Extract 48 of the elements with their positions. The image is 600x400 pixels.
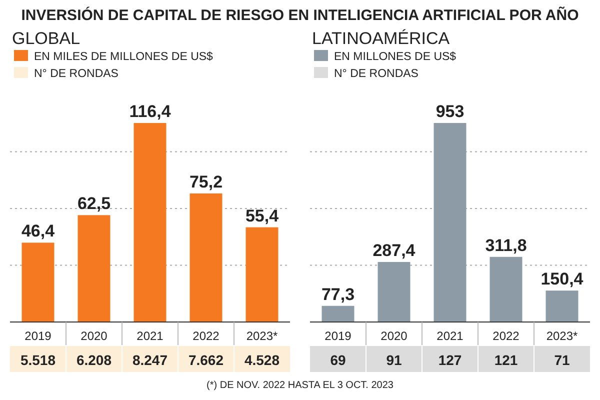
data-label: 46,4 <box>21 222 56 241</box>
x-tick-label: 2019 <box>24 329 52 343</box>
bar <box>78 215 110 322</box>
data-label: 127 <box>438 352 462 368</box>
data-label: 7.662 <box>188 352 224 368</box>
bar <box>490 256 522 322</box>
data-label: 4.528 <box>244 352 280 368</box>
data-label: 311,8 <box>485 236 527 255</box>
x-tick-label: 2022 <box>192 329 220 343</box>
data-label: 55,4 <box>245 206 280 226</box>
data-label: 8.247 <box>132 352 168 368</box>
x-tick-label: 2021 <box>436 329 464 343</box>
chart-title: INVERSIÓN DE CAPITAL DE RIESGO EN INTELIGENCIA ARTIFICIAL POR AÑO <box>21 6 580 24</box>
bar <box>190 193 222 322</box>
x-tick-label: 2023* <box>546 329 578 343</box>
data-label: 287,4 <box>372 240 416 260</box>
data-label: 150,4 <box>540 270 584 289</box>
data-label: 5.518 <box>20 352 56 368</box>
bar <box>246 227 278 322</box>
chart-subtitle: LATINOAMÉRICA <box>312 29 450 48</box>
data-label: 121 <box>494 352 518 368</box>
bar <box>546 290 578 322</box>
x-tick-label: 2020 <box>80 329 108 343</box>
text: (*) DE NOV. 2022 HASTA EL 3 OCT. 2023 <box>206 380 394 391</box>
legend-label: EN MILLONES DE US$ <box>334 51 457 63</box>
legend-label: N° DE RONDAS <box>334 68 419 80</box>
x-tick-label: 2023* <box>246 329 278 343</box>
x-tick-label: 2021 <box>136 329 164 343</box>
legend-label: N° DE RONDAS <box>34 68 119 80</box>
data-label: 69 <box>330 352 346 368</box>
x-tick-label: 2022 <box>492 329 520 343</box>
x-tick-label: 2020 <box>380 329 408 343</box>
data-label: 71 <box>554 352 570 368</box>
chart-subtitle: GLOBAL <box>12 29 80 48</box>
bar <box>378 262 410 322</box>
x-tick-label: 2019 <box>324 329 352 343</box>
data-label: 75,2 <box>189 172 223 192</box>
data-label: 116,4 <box>129 102 172 121</box>
data-label: 6.208 <box>76 352 112 368</box>
bar <box>434 123 466 322</box>
bar <box>134 123 166 322</box>
data-label: 91 <box>386 352 402 368</box>
data-label: 953 <box>436 102 464 121</box>
data-label: 62,5 <box>77 194 111 214</box>
data-label: 77,3 <box>321 284 355 304</box>
bar <box>322 306 354 322</box>
bar <box>22 242 54 322</box>
legend-label: EN MILES DE MILLONES DE US$ <box>34 51 214 63</box>
